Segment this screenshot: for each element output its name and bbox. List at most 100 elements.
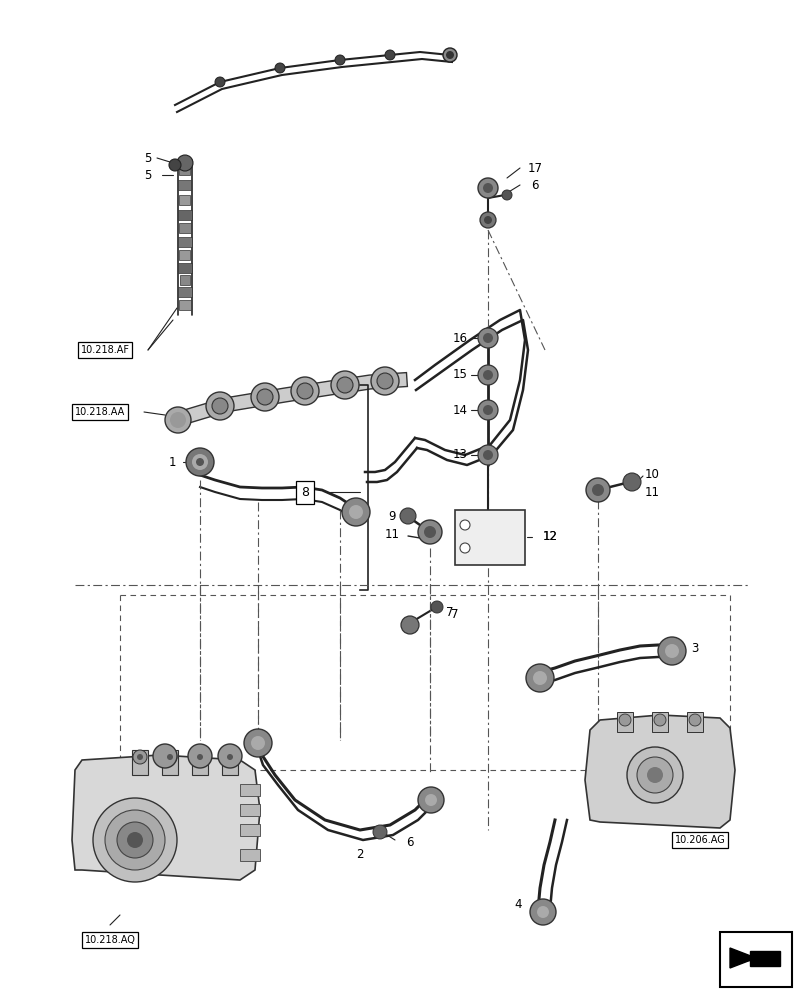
Circle shape — [483, 333, 492, 343]
Circle shape — [483, 370, 492, 380]
Circle shape — [536, 906, 548, 918]
Circle shape — [206, 392, 234, 420]
Bar — [178, 210, 191, 220]
Circle shape — [169, 159, 181, 171]
Text: 2: 2 — [356, 848, 363, 861]
Circle shape — [478, 400, 497, 420]
Bar — [240, 824, 260, 836]
Circle shape — [195, 458, 204, 466]
Bar — [616, 712, 633, 732]
Circle shape — [349, 505, 363, 519]
Circle shape — [478, 328, 497, 348]
Circle shape — [193, 750, 207, 764]
Bar — [178, 237, 191, 247]
Circle shape — [618, 714, 630, 726]
Circle shape — [169, 412, 186, 428]
Text: 4: 4 — [513, 898, 521, 911]
Circle shape — [501, 190, 512, 200]
Circle shape — [197, 754, 203, 760]
Circle shape — [653, 714, 665, 726]
Circle shape — [133, 750, 147, 764]
Polygon shape — [737, 951, 779, 966]
Text: 7: 7 — [446, 605, 453, 618]
Circle shape — [251, 383, 279, 411]
Circle shape — [251, 736, 264, 750]
Circle shape — [483, 450, 492, 460]
Circle shape — [478, 365, 497, 385]
Text: 6: 6 — [530, 179, 538, 192]
Circle shape — [443, 48, 457, 62]
Text: 10.218.AF: 10.218.AF — [80, 345, 129, 355]
Bar — [179, 195, 191, 205]
Text: 6: 6 — [406, 836, 414, 849]
Circle shape — [105, 810, 165, 870]
Bar — [178, 180, 191, 190]
Circle shape — [526, 664, 553, 692]
Text: 14: 14 — [452, 403, 467, 416]
Circle shape — [275, 63, 285, 73]
Bar — [686, 712, 702, 732]
Circle shape — [483, 216, 491, 224]
Circle shape — [257, 389, 272, 405]
Circle shape — [335, 55, 345, 65]
Circle shape — [341, 498, 370, 526]
Circle shape — [331, 371, 358, 399]
Circle shape — [227, 754, 233, 760]
Circle shape — [657, 637, 685, 665]
Bar — [179, 250, 191, 260]
Polygon shape — [729, 948, 755, 968]
Circle shape — [418, 787, 444, 813]
Circle shape — [479, 212, 496, 228]
Circle shape — [372, 825, 387, 839]
Circle shape — [191, 454, 208, 470]
Circle shape — [212, 398, 228, 414]
Circle shape — [177, 155, 193, 171]
Text: 11: 11 — [644, 486, 659, 498]
Circle shape — [93, 798, 177, 882]
Circle shape — [223, 750, 237, 764]
Text: 10.218.AQ: 10.218.AQ — [84, 935, 135, 945]
Circle shape — [483, 405, 492, 415]
Bar — [180, 275, 190, 285]
Circle shape — [152, 744, 177, 768]
Circle shape — [165, 407, 191, 433]
Bar — [162, 750, 178, 775]
Text: 11: 11 — [384, 528, 399, 540]
Circle shape — [337, 377, 353, 393]
Circle shape — [636, 757, 672, 793]
Circle shape — [478, 445, 497, 465]
Circle shape — [483, 183, 492, 193]
Text: 8: 8 — [301, 486, 309, 498]
Circle shape — [400, 508, 415, 524]
Circle shape — [217, 744, 242, 768]
Text: 10: 10 — [644, 468, 659, 482]
Circle shape — [290, 377, 319, 405]
Circle shape — [424, 794, 436, 806]
Circle shape — [188, 744, 212, 768]
Text: 7: 7 — [451, 608, 458, 621]
Text: 10.218.AA: 10.218.AA — [75, 407, 125, 417]
Bar — [240, 804, 260, 816]
Bar — [240, 784, 260, 796]
Text: 10.206.AG: 10.206.AG — [674, 835, 724, 845]
Circle shape — [664, 644, 678, 658]
Text: 1: 1 — [168, 456, 175, 468]
Bar — [191, 750, 208, 775]
Text: 16: 16 — [452, 332, 467, 344]
Circle shape — [431, 601, 443, 613]
Circle shape — [243, 729, 272, 757]
Circle shape — [384, 50, 394, 60]
Circle shape — [626, 747, 682, 803]
Circle shape — [297, 383, 312, 399]
Circle shape — [622, 473, 640, 491]
Polygon shape — [72, 755, 260, 880]
Bar — [178, 263, 191, 273]
Circle shape — [586, 478, 609, 502]
Circle shape — [401, 616, 418, 634]
Circle shape — [646, 767, 663, 783]
Circle shape — [186, 448, 214, 476]
Bar — [132, 750, 148, 775]
Circle shape — [445, 51, 453, 59]
Text: 12: 12 — [542, 530, 557, 544]
Text: 5: 5 — [144, 169, 152, 182]
